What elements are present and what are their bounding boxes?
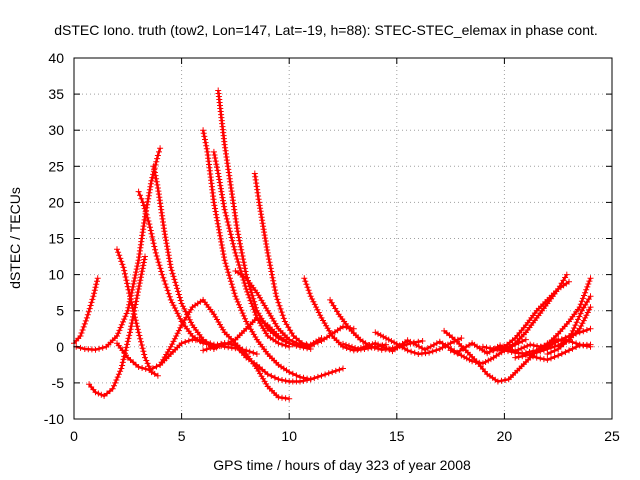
series-markers: [210, 148, 293, 350]
series-17: [340, 337, 551, 357]
series-18: [372, 329, 465, 357]
y-tick-label: 40: [48, 50, 64, 66]
grid: [74, 58, 612, 419]
y-tick-label: 0: [56, 339, 64, 355]
series-23: [501, 271, 570, 352]
y-tick-label: -10: [44, 411, 64, 427]
series-3: [86, 253, 148, 399]
series-28: [544, 336, 594, 350]
y-tick-label: 5: [56, 303, 64, 319]
series-markers: [544, 336, 594, 350]
series-markers: [251, 170, 357, 349]
x-tick-label: 15: [389, 428, 405, 444]
chart-title: dSTEC Iono. truth (tow2, Lon=147, Lat=-1…: [54, 22, 598, 38]
series-4: [114, 246, 161, 379]
y-tick-label: 15: [48, 231, 64, 247]
series-7: [114, 336, 260, 373]
series-markers: [232, 268, 314, 350]
x-tick-label: 20: [497, 428, 513, 444]
series-layer: [71, 87, 594, 402]
series-markers: [215, 87, 325, 350]
series-14: [232, 268, 314, 350]
series-line: [212, 151, 290, 348]
series-13: [251, 170, 357, 349]
y-tick-label: 10: [48, 267, 64, 283]
y-axis-title: dSTEC / TECUs: [7, 187, 23, 289]
y-tick-labels: -10 -5 0 5 10 15 20 25 30 35 40: [44, 50, 64, 427]
series-markers: [490, 278, 572, 354]
series-27: [512, 304, 594, 361]
series-8: [157, 296, 293, 402]
series-markers: [157, 296, 293, 402]
axis-ticks: [73, 57, 613, 420]
series-markers: [372, 329, 465, 357]
y-tick-label: 20: [48, 194, 64, 210]
series-markers: [200, 127, 346, 383]
y-tick-label: -5: [52, 375, 65, 391]
series-markers: [114, 246, 161, 379]
y-tick-label: 30: [48, 122, 64, 138]
x-tick-labels: 0 5 10 15 20 25: [70, 428, 620, 444]
series-9: [200, 127, 346, 383]
series-12: [210, 148, 293, 350]
x-tick-label: 25: [604, 428, 620, 444]
x-tick-label: 0: [70, 428, 78, 444]
x-tick-label: 10: [281, 428, 297, 444]
x-axis-title: GPS time / hours of day 323 of year 2008: [213, 457, 471, 473]
series-markers: [86, 253, 148, 399]
series-markers: [501, 271, 570, 352]
x-tick-label: 5: [178, 428, 186, 444]
series-22: [490, 278, 572, 354]
y-tick-label: 35: [48, 86, 64, 102]
series-markers: [114, 336, 260, 373]
y-tick-label: 25: [48, 158, 64, 174]
